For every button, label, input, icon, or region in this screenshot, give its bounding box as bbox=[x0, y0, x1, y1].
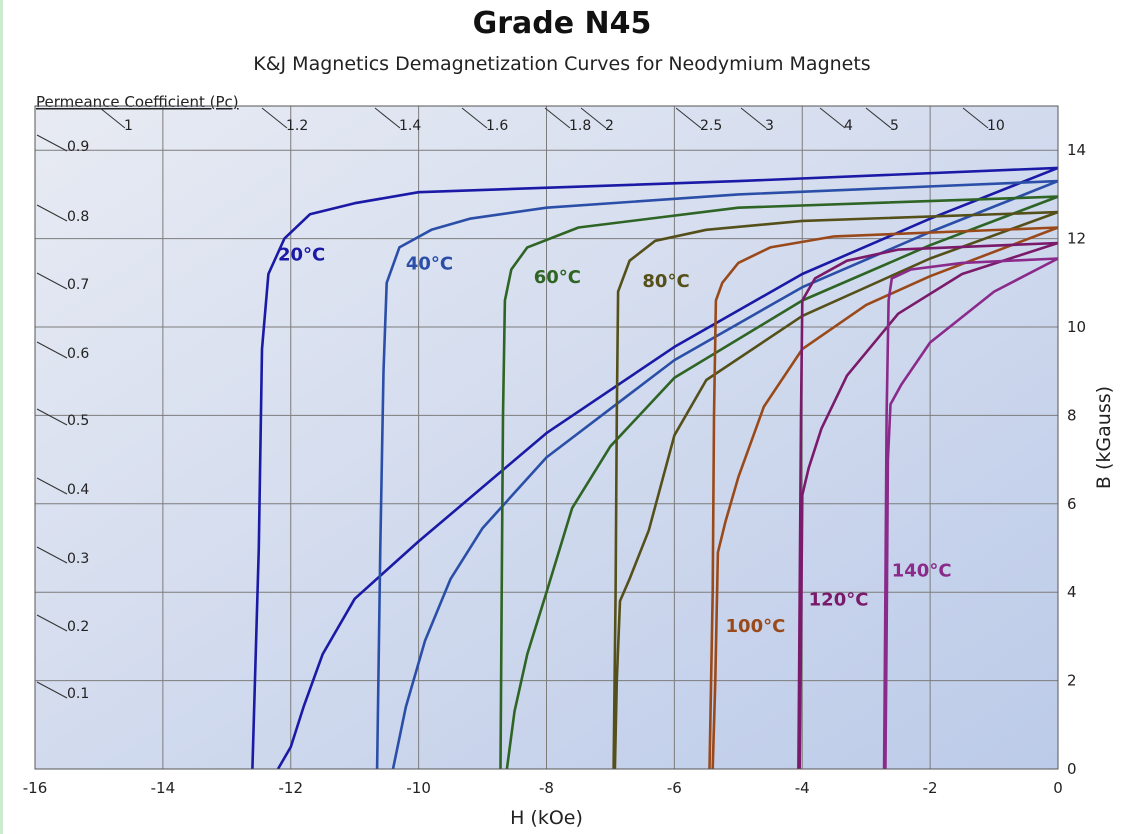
pc-top-tick bbox=[819, 107, 846, 129]
series-40c-intrinsic-curve bbox=[391, 179, 1059, 770]
y-axis-label: B (kGauss) bbox=[1093, 386, 1115, 489]
pc-left-label: 0.7 bbox=[67, 277, 89, 293]
y-tick-label: 14 bbox=[1067, 141, 1086, 159]
pc-top-tick bbox=[544, 107, 571, 129]
x-tick-label: -12 bbox=[279, 779, 304, 797]
y-tick-label: 0 bbox=[1067, 760, 1077, 778]
pc-top-label: 4 bbox=[844, 118, 853, 134]
axes: -16 -14 -12 -10 -8 -6 -4 -2 00 2 4 6 8 10 12 14 H (kOe) B… bbox=[23, 141, 1115, 829]
series-label-80c: 80°C bbox=[642, 271, 689, 292]
x-axis-label: H (kOe) bbox=[510, 807, 583, 829]
series-40c-bh-curve bbox=[375, 179, 1059, 770]
pc-top-label: 1.4 bbox=[399, 118, 421, 134]
series-60c-bh-curve bbox=[499, 195, 1059, 770]
series-group bbox=[251, 166, 1059, 770]
series-100c-bh-curve bbox=[708, 226, 1059, 770]
series-140c-intrinsic-curve bbox=[884, 257, 1059, 770]
chart-title: Grade N45 bbox=[472, 6, 652, 41]
series-label-140c: 140°C bbox=[892, 561, 952, 582]
series-20c-bh-curve bbox=[251, 166, 1059, 770]
pc-top-label: 3 bbox=[765, 118, 774, 134]
y-tick-label: 8 bbox=[1067, 406, 1077, 424]
y-tick-label: 12 bbox=[1067, 230, 1086, 248]
x-tick-label: 0 bbox=[1053, 779, 1063, 797]
pc-left-tick bbox=[36, 614, 68, 632]
x-tick-label: -6 bbox=[667, 779, 682, 797]
pc-left-label: 0.1 bbox=[67, 686, 89, 702]
pc-top-label: 10 bbox=[987, 118, 1005, 134]
pc-left-label: 0.8 bbox=[67, 209, 89, 225]
y-tick-label: 2 bbox=[1067, 672, 1077, 690]
pc-left-tick bbox=[36, 341, 68, 359]
x-tick-label: -2 bbox=[923, 779, 938, 797]
series-60c-intrinsic-curve bbox=[505, 195, 1059, 770]
pc-top-tick bbox=[261, 107, 288, 129]
chart-subtitle: K&J Magnetics Demagnetization Curves for… bbox=[253, 53, 871, 75]
y-tick-label: 6 bbox=[1067, 495, 1077, 513]
pc-left-label: 0.4 bbox=[67, 482, 89, 498]
pc-top-label: 2.5 bbox=[700, 118, 722, 134]
pc-top-tick bbox=[740, 107, 767, 129]
pc-left-tick bbox=[36, 546, 68, 564]
pc-left-tick bbox=[36, 408, 68, 426]
pc-top-tick bbox=[99, 107, 126, 129]
series-120c-bh-curve bbox=[797, 241, 1059, 770]
pc-top-tick bbox=[962, 107, 989, 129]
pc-left-label: 0.5 bbox=[67, 413, 89, 429]
pc-left-label: 0.9 bbox=[67, 139, 89, 155]
series-label-100c: 100°C bbox=[726, 616, 786, 637]
pc-top-label: 1.8 bbox=[569, 118, 591, 134]
series-label-20c: 20°C bbox=[278, 245, 325, 266]
y-tick-label: 10 bbox=[1067, 318, 1086, 336]
pc-top-tick bbox=[865, 107, 892, 129]
series-100c-intrinsic-curve bbox=[711, 226, 1059, 770]
pc-top-tick bbox=[580, 107, 607, 129]
pc-top-label: 1.2 bbox=[286, 118, 308, 134]
pc-left-tick bbox=[36, 272, 68, 290]
pc-top-tick bbox=[675, 107, 702, 129]
pc-left-label: 0.6 bbox=[67, 346, 89, 362]
series-label-120c: 120°C bbox=[809, 589, 869, 610]
series-20c-intrinsic-curve bbox=[276, 166, 1059, 770]
x-tick-label: -16 bbox=[23, 779, 48, 797]
pc-top-label: 1 bbox=[124, 118, 133, 134]
pc-left-label: 0.3 bbox=[67, 551, 89, 567]
x-tick-label: -14 bbox=[151, 779, 176, 797]
pc-top-label: 2 bbox=[605, 118, 614, 134]
pc-left-tick bbox=[36, 134, 68, 152]
series-140c-bh-curve bbox=[882, 257, 1059, 770]
pc-top-label: 1.6 bbox=[486, 118, 508, 134]
series-120c-intrinsic-curve bbox=[798, 241, 1059, 770]
pc-axis-label: Permeance Coefficient (Pc) bbox=[36, 93, 239, 111]
pc-top-tick bbox=[461, 107, 488, 129]
pc-top-tick bbox=[374, 107, 401, 129]
pc-left-tick bbox=[36, 204, 68, 222]
series-label-60c: 60°C bbox=[534, 267, 581, 288]
pc-left-label: 0.2 bbox=[67, 619, 89, 635]
plot-frame bbox=[34, 105, 1059, 770]
pc-left-tick bbox=[36, 477, 68, 495]
pc-left-tick bbox=[36, 681, 68, 699]
series-label-40c: 40°C bbox=[406, 254, 453, 275]
series-labels: 20°C 40°C 60°C 80°C 100°C 120°C 140°C bbox=[278, 245, 952, 637]
left-edge-strip bbox=[0, 0, 3, 834]
x-tick-label: -8 bbox=[539, 779, 554, 797]
pc-top-label: 5 bbox=[890, 118, 899, 134]
series-80c-bh-curve bbox=[612, 210, 1059, 770]
series-80c-intrinsic-curve bbox=[613, 210, 1059, 770]
y-tick-label: 4 bbox=[1067, 583, 1077, 601]
x-tick-label: -4 bbox=[795, 779, 810, 797]
x-tick-label: -10 bbox=[406, 779, 431, 797]
